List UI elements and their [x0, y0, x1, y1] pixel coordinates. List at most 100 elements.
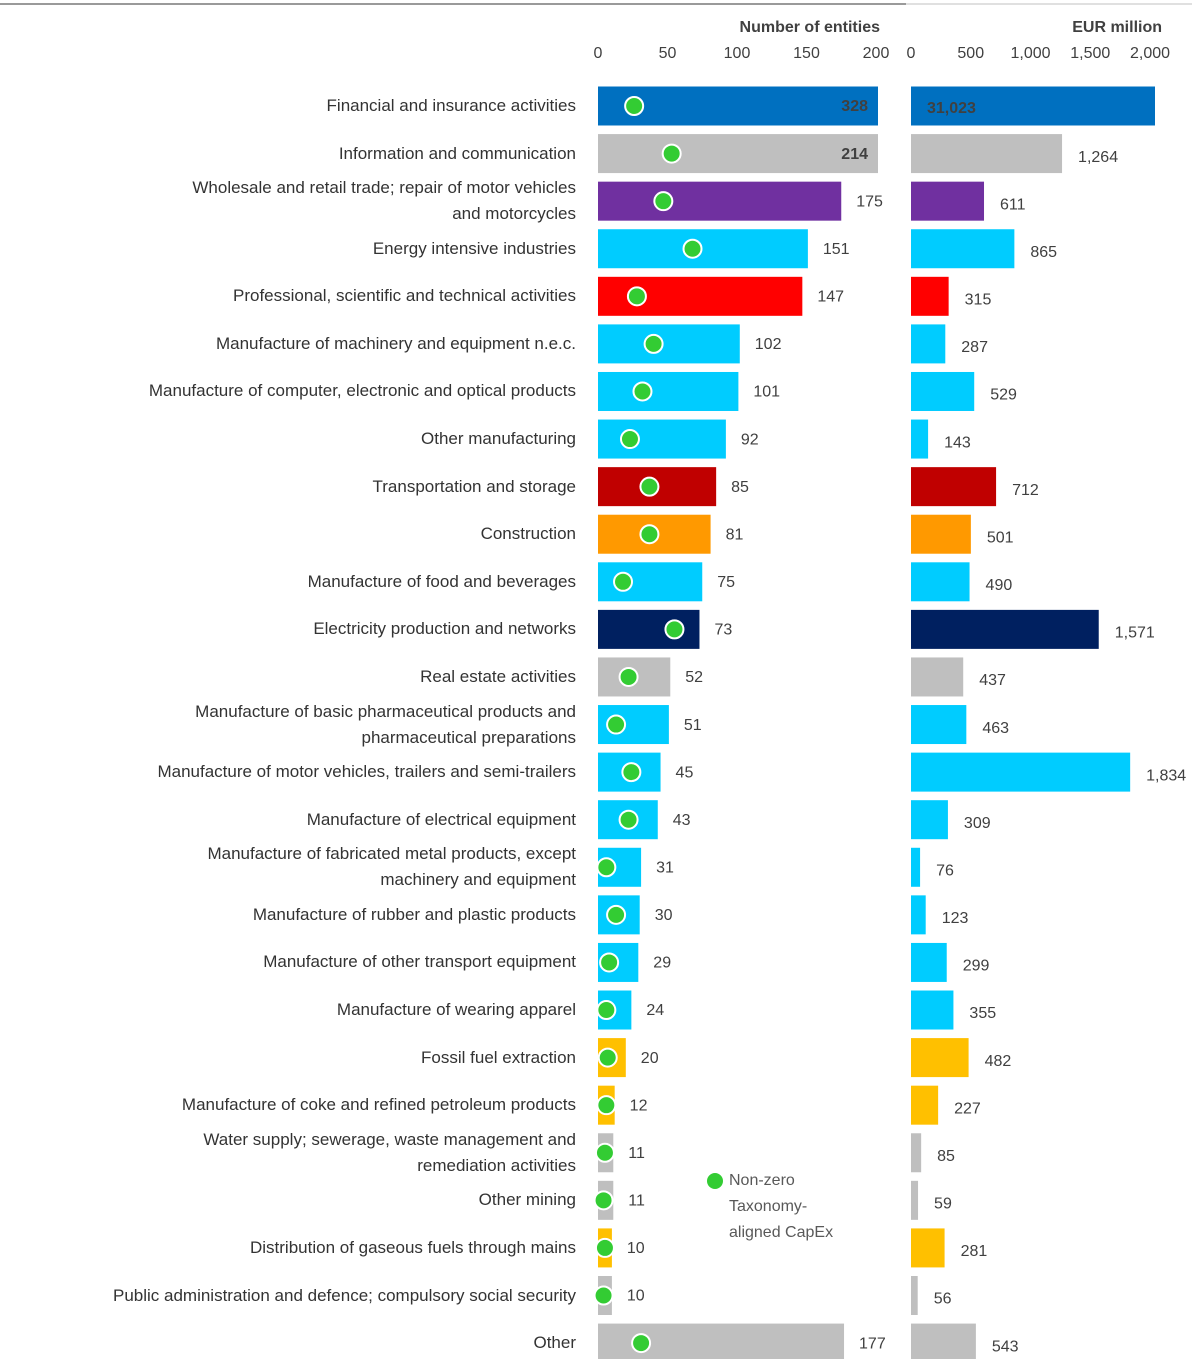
value-label: 52 — [685, 669, 703, 686]
bar — [911, 1228, 945, 1268]
bar — [911, 86, 1155, 126]
value-label: 611 — [1000, 196, 1026, 213]
marker — [593, 1285, 614, 1306]
marker — [618, 666, 639, 687]
marker — [596, 1000, 617, 1021]
marker — [624, 96, 645, 116]
category-label: Information and communication — [338, 143, 576, 163]
marker — [632, 381, 653, 402]
bar — [911, 657, 964, 697]
axis-title: EUR million — [1072, 19, 1162, 36]
value-label: 529 — [990, 387, 1017, 404]
legend-swatch — [707, 1173, 723, 1189]
value-label: 43 — [673, 812, 691, 829]
marker — [606, 714, 627, 735]
value-label: 865 — [1030, 244, 1057, 261]
value-label: 299 — [963, 958, 990, 975]
x-tick-label: 500 — [957, 45, 984, 62]
x-tick-label: 1,500 — [1070, 45, 1110, 62]
axis-title: Number of entities — [740, 19, 881, 36]
category-label: Manufacture of basic pharmaceutical prod… — [195, 701, 576, 747]
category-label: Construction — [480, 524, 576, 544]
value-label: 437 — [979, 672, 1006, 689]
x-tick-label: 0 — [594, 45, 603, 62]
bar — [598, 324, 740, 364]
bars-eur — [911, 86, 1155, 1359]
bar — [911, 419, 929, 459]
category-label: Manufacture of food and beverages — [307, 571, 576, 591]
bar — [911, 1133, 922, 1173]
value-label: 463 — [982, 720, 1009, 737]
category-label: Transportation and storage — [372, 476, 577, 496]
category-label: Manufacture of wearing apparel — [336, 1000, 576, 1020]
value-label: 12 — [630, 1097, 648, 1114]
value-label: 712 — [1012, 482, 1039, 499]
marker — [613, 571, 634, 592]
value-label: 30 — [655, 907, 673, 924]
category-label: Water supply; sewerage, waste management… — [203, 1129, 576, 1175]
value-label: 10 — [627, 1288, 645, 1305]
bar — [911, 1085, 939, 1125]
value-label: 92 — [741, 431, 759, 448]
legend: Non-zero Taxonomy-aligned CapEx — [729, 1172, 834, 1241]
marker — [621, 762, 642, 783]
bar — [911, 371, 975, 411]
value-label: 309 — [964, 815, 991, 832]
value-label: 56 — [934, 1291, 952, 1308]
value-label: 1,834 — [1146, 767, 1186, 784]
category-label: Manufacture of electrical equipment — [306, 809, 576, 829]
value-label: 281 — [961, 1243, 988, 1260]
value-label: 11 — [628, 1193, 645, 1210]
bar — [911, 562, 970, 602]
bar — [598, 134, 878, 174]
category-label: Financial and insurance activities — [326, 96, 576, 115]
value-label: 143 — [944, 434, 971, 451]
bar — [598, 371, 739, 411]
category-label: Manufacture of coke and refined petroleu… — [181, 1095, 576, 1115]
value-label: 45 — [676, 764, 694, 781]
marker — [594, 1237, 615, 1258]
category-label: Other — [533, 1333, 576, 1353]
bar — [911, 942, 947, 982]
marker — [618, 809, 639, 830]
x-tick-label: 100 — [724, 45, 751, 62]
overlay: 0 50 100 150 2003282141751511471021019285817… — [594, 45, 1187, 1355]
value-label: 214 — [841, 146, 868, 163]
value-label: 151 — [823, 241, 850, 258]
category-label: Manufacture of computer, electronic and … — [148, 381, 576, 401]
value-label: 543 — [992, 1338, 1019, 1355]
category-label: Other manufacturing — [421, 429, 576, 449]
value-label: 81 — [726, 526, 744, 543]
category-label: Energy intensive industries — [372, 238, 576, 258]
bar — [911, 800, 948, 840]
bar — [911, 467, 997, 507]
value-label: 328 — [841, 98, 868, 115]
bar — [598, 419, 726, 459]
marker — [631, 1333, 652, 1354]
value-label: 102 — [755, 336, 782, 353]
marker — [599, 952, 620, 973]
category-label: Manufacture of other transport equipment — [263, 952, 576, 972]
value-label: 59 — [934, 1196, 952, 1213]
category-label: Manufacture of machinery and equipment n… — [215, 333, 576, 353]
value-label: 355 — [969, 1005, 996, 1022]
value-label: 29 — [653, 955, 671, 972]
marker — [653, 191, 674, 212]
marker — [619, 429, 640, 450]
category-label: Manufacture of motor vehicles, trailers … — [157, 762, 576, 782]
value-label: 482 — [985, 1053, 1012, 1070]
bar — [911, 895, 926, 935]
marker — [596, 857, 617, 878]
category-label: Distribution of gaseous fuels through ma… — [249, 1237, 576, 1257]
bar — [911, 705, 967, 745]
category-label: Manufacture of rubber and plastic produc… — [252, 904, 576, 924]
value-label: 10 — [627, 1240, 645, 1257]
bar — [911, 514, 971, 554]
bar — [911, 752, 1131, 792]
value-label: 1,264 — [1078, 149, 1118, 166]
value-label: 75 — [717, 574, 735, 591]
marker — [664, 619, 685, 640]
value-label: 73 — [714, 622, 732, 639]
value-label: 85 — [731, 479, 749, 496]
category-label: Real estate activities — [420, 666, 576, 686]
